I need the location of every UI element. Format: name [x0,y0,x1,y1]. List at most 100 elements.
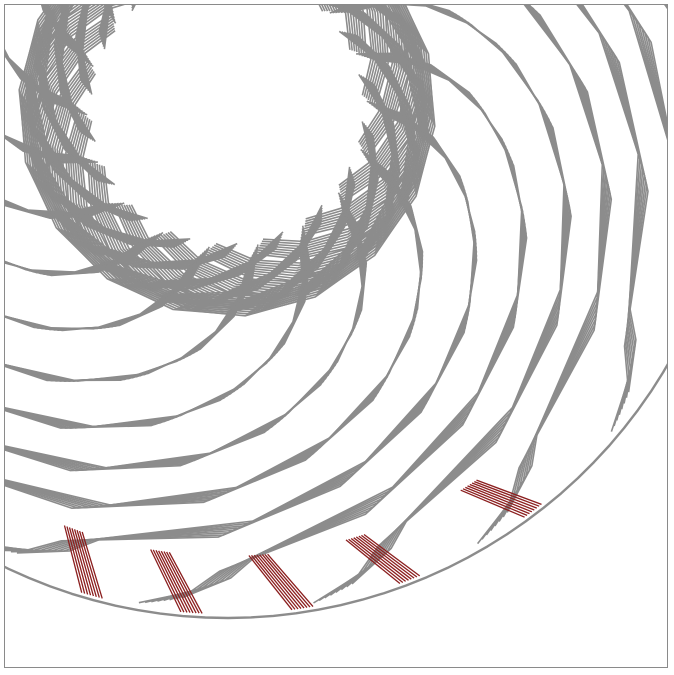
inner-arc-g14-1 [131,5,396,145]
wire-g13-5 [625,5,667,133]
wire-g4-7 [5,261,250,382]
wire-g8-7 [5,134,80,157]
wire-g8-3 [5,135,90,161]
lead-1-1 [78,530,100,598]
inner-arc-g12-1 [80,5,353,93]
inner-arc-g9-7 [23,5,131,222]
wire-g9-6 [5,49,75,106]
inner-arc-g9-5 [26,5,136,222]
wire-g7-3 [5,202,117,216]
wire-g1-7 [5,165,423,509]
inner-arc-g11-6 [54,5,339,135]
inner-arc-g8-5 [21,5,180,246]
wire-g2-4 [5,203,365,471]
lead-5-3 [469,483,535,511]
inner-arc-g13-6 [98,5,387,106]
wire-g9-2 [5,52,83,113]
wire-g9-3 [5,51,81,111]
wire-g5-3 [5,252,204,331]
inner-arc-g7-7 [20,5,226,270]
wire-g5-5 [5,255,200,330]
lead-5-1 [474,480,540,507]
inner-arc-g11-0 [61,5,324,143]
wire-g10-3 [42,5,90,61]
lead-5-7 [460,489,525,518]
lead-5-4 [467,485,533,513]
wire-g14-6 [580,5,648,427]
wire-g6-1 [5,232,161,276]
wire-g14-3 [578,5,644,410]
wire-g17-7 [138,59,528,604]
lead-5-2 [471,482,538,509]
wire-g8-4 [5,135,88,160]
inner-arc-g8-4 [23,5,182,245]
lead-4-4 [353,537,409,581]
outer-rim [5,363,667,620]
inner-arc-g10-2 [42,5,111,185]
lead-3-5 [253,554,299,610]
inner-arc-g14-3 [361,5,400,150]
inner-arc-g15-0 [338,5,410,186]
lead-2-6 [152,549,185,613]
inner-arc-g14-7 [366,5,409,158]
lead-2-1 [166,551,200,614]
wire-g9-4 [5,50,79,109]
lead-5-0 [476,479,542,506]
lead-1-2 [76,530,97,597]
wire-g2-5 [5,206,365,471]
inner-arc-g14-0 [131,5,394,143]
lead-2-4 [158,550,191,613]
wire-g9-1 [5,53,86,114]
wire-g14-2 [577,5,643,404]
inner-arc-g12-2 [79,5,356,91]
inner-arc-g17-4 [258,5,431,253]
inner-arc-g13-7 [98,5,389,107]
wire-g6-4 [5,236,154,274]
lead-3-3 [259,554,305,609]
inner-arc-g14-5 [364,5,405,154]
inner-arc-g10-3 [40,5,108,185]
inner-arc-g15-3 [339,5,416,194]
lead-1-5 [68,527,89,595]
wire-g7-4 [5,201,114,216]
wire-g5-7 [5,259,196,330]
wire-g9-7 [5,49,73,104]
wire-g14-7 [581,5,649,432]
inner-arc-g12-5 [76,5,363,86]
inner-arc-g8-7 [18,5,176,248]
rim-arc [5,363,667,620]
lead-2-3 [160,550,194,614]
wire-g14-4 [579,5,645,415]
lead-4-1 [361,534,418,578]
inner-arc-g11-1 [60,5,326,141]
lead-3-7 [248,555,293,611]
inner-arc-g15-6 [340,5,423,201]
inner-arc-g9-3 [29,5,141,221]
wire-g10-1 [41,5,93,65]
inner-arc-g10-5 [38,5,104,183]
inner-arc-g16-7 [302,5,434,237]
inner-arc-g12-3 [78,5,358,90]
lead-1-0 [81,531,103,599]
inner-arc-g9-4 [27,5,139,221]
lead-4-7 [345,539,401,585]
wire-g10-7 [47,5,84,51]
inner-arc-g17-3 [259,5,429,250]
lead-4-6 [348,538,404,584]
inner-arc-g16-3 [304,5,426,227]
wire-g5-1 [5,248,209,331]
inner-arc-g11-2 [58,5,329,140]
inner-arc-g17-5 [256,5,433,255]
lead-1-7 [63,525,83,593]
wire-g10-2 [41,5,91,63]
wire-g2-7 [5,211,363,472]
wire-g7-5 [5,200,111,215]
wire-g10-5 [45,5,87,56]
lead-5-5 [465,486,530,515]
inner-arc-g11-7 [53,5,341,133]
winding-diagram [5,5,667,620]
wire-g6-7 [5,239,145,273]
inner-arc-g12-7 [75,5,367,81]
wire-g8-5 [5,135,85,159]
wire-g5-2 [5,250,206,331]
